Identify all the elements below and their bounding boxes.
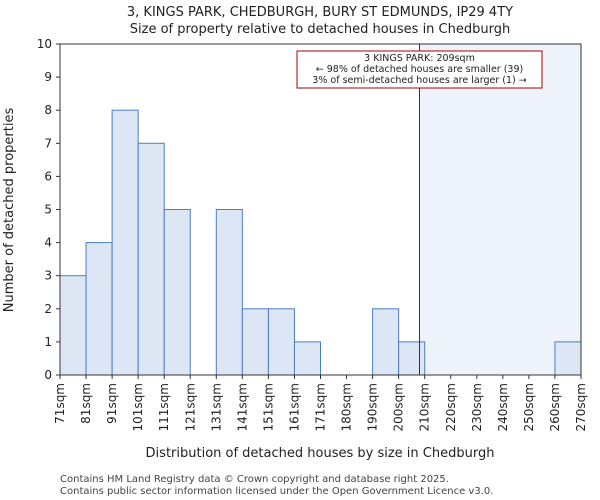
x-tick-label: 230sqm [470, 383, 484, 431]
x-tick-label: 131sqm [209, 383, 223, 431]
bars-group [59, 109, 582, 376]
x-tick-label: 81sqm [79, 383, 93, 424]
shaded-region [419, 44, 581, 375]
y-tick-label: 6 [44, 169, 52, 183]
y-tick-label: 0 [44, 368, 52, 382]
x-tick-label: 260sqm [548, 383, 562, 431]
bar-141sqm [241, 308, 269, 376]
x-axis-label: Distribution of detached houses by size … [146, 446, 495, 461]
annotation-frame [296, 50, 543, 89]
x-tick-label: 161sqm [287, 383, 301, 431]
annotation-line-3: 3% of semi-detached houses are larger (1… [312, 75, 526, 86]
y-tick-label: 8 [44, 103, 52, 117]
y-axis-ticks: 0 1 2 3 4 5 6 7 8 9 10 [37, 37, 60, 382]
x-tick-label: 220sqm [444, 383, 458, 431]
x-tick-label: 141sqm [235, 383, 249, 431]
y-tick-label: 2 [44, 302, 52, 316]
bar-190sqm [372, 308, 400, 376]
x-tick-label: 91sqm [105, 383, 119, 424]
bar-81sqm [85, 242, 113, 376]
bar-111sqm [163, 209, 191, 376]
chart-title: 3, KINGS PARK, CHEDBURGH, BURY ST EDMUND… [127, 5, 513, 20]
x-tick-label: 71sqm [53, 383, 67, 424]
y-tick-label: 10 [37, 37, 52, 51]
x-tick-label: 250sqm [522, 383, 536, 431]
x-tick-label: 111sqm [157, 383, 171, 431]
x-tick-label: 240sqm [496, 383, 510, 431]
y-tick-label: 5 [44, 203, 52, 217]
bar-260sqm [554, 341, 582, 376]
bar-91sqm [111, 109, 139, 376]
bar-131sqm [215, 209, 243, 376]
y-tick-label: 1 [44, 335, 52, 349]
y-axis-label: Number of detached properties [2, 108, 17, 313]
y-tick-label: 3 [44, 269, 52, 283]
x-tick-label: 210sqm [418, 383, 432, 431]
bar-101sqm [137, 142, 165, 376]
y-tick-label: 7 [44, 136, 52, 150]
bar-151sqm [267, 308, 295, 376]
x-tick-label: 200sqm [392, 383, 406, 431]
annotation-line-2: ← 98% of detached houses are smaller (39… [316, 64, 523, 75]
bar-71sqm [59, 275, 87, 376]
bar-200sqm [398, 341, 426, 376]
x-tick-label: 101sqm [131, 383, 145, 431]
footer-line-2: Contains public sector information licen… [60, 486, 493, 497]
y-tick-label: 4 [44, 236, 52, 250]
y-tick-label: 9 [44, 70, 52, 84]
x-tick-label: 171sqm [314, 383, 328, 431]
x-tick-label: 190sqm [366, 383, 380, 431]
annotation-box: 3 KINGS PARK: 209sqm ← 98% of detached h… [296, 50, 543, 89]
bar-161sqm [293, 341, 322, 376]
chart-subtitle: Size of property relative to detached ho… [130, 22, 510, 37]
footer-line-1: Contains HM Land Registry data © Crown c… [60, 474, 449, 485]
x-tick-label: 151sqm [261, 383, 275, 431]
x-tick-label: 270sqm [574, 383, 588, 431]
x-axis-ticks: 71sqm 81sqm 91sqm 101sqm 111sqm 121sqm 131sqm 1… [53, 375, 588, 431]
x-tick-label: 121sqm [183, 383, 197, 431]
annotation-line-1: 3 KINGS PARK: 209sqm [364, 53, 475, 64]
x-tick-label: 180sqm [340, 383, 354, 431]
